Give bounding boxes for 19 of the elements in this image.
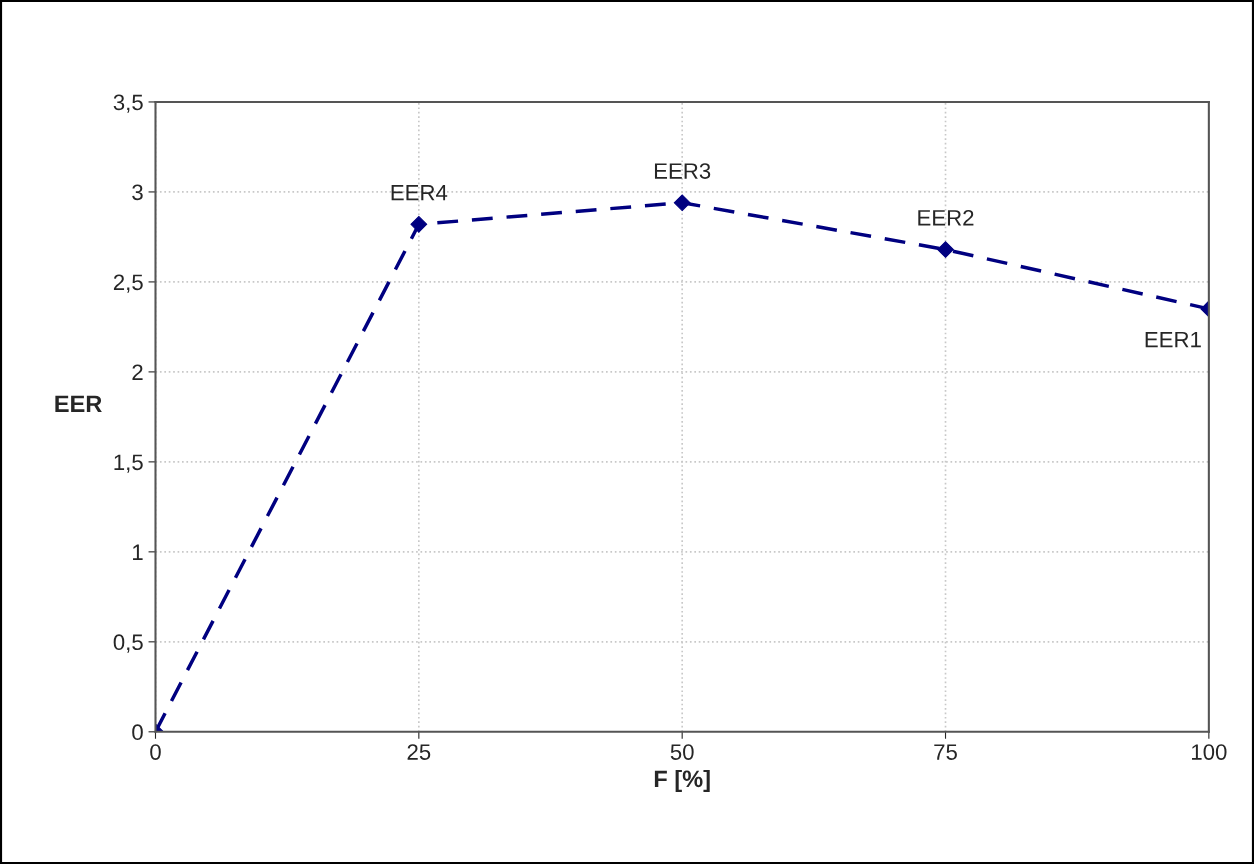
y-tick-label: 1,5	[114, 454, 143, 473]
y-tick-label: 3,5	[113, 94, 143, 113]
x-tick-label: 75	[934, 744, 957, 760]
annotation: EER1	[1145, 331, 1201, 348]
y-tick-label: 1	[133, 544, 143, 560]
y-tick-label: 0,5	[113, 634, 143, 653]
annotation: EER4	[391, 184, 448, 201]
y-tick-label: 0	[132, 724, 143, 741]
x-tick-label: 0	[150, 744, 161, 760]
x-tick-label: 100	[1192, 744, 1227, 760]
y-tick-label: 2	[132, 364, 143, 380]
x-tick-label: 50	[670, 744, 694, 760]
x-tick-label: 25	[407, 744, 431, 760]
y-tick-label: 3	[132, 184, 143, 201]
annotation: EER2	[918, 209, 974, 226]
y-tick-label: 2,5	[113, 274, 143, 293]
x-axis-title: F [%]	[654, 769, 710, 792]
y-axis-title: EER	[55, 395, 102, 412]
annotation: EER3	[654, 163, 711, 179]
